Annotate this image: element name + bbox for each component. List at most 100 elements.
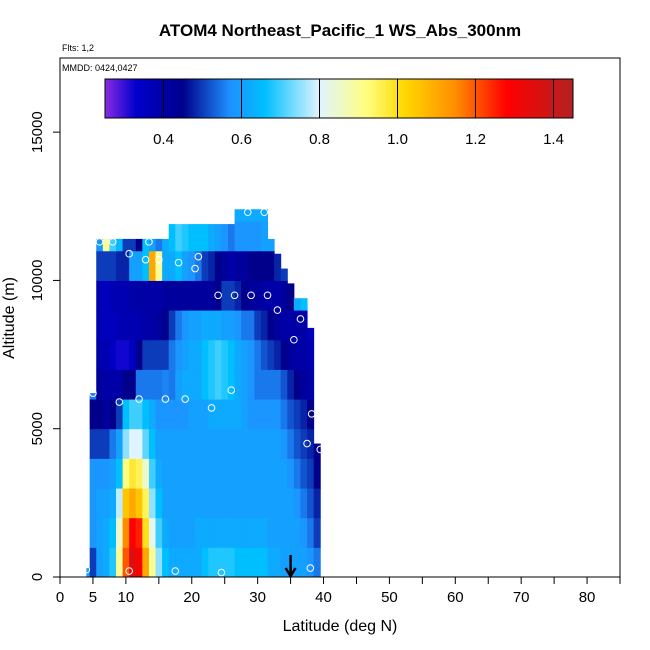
sample-point: [194, 252, 203, 261]
heatmap-cell: [221, 280, 229, 311]
heatmap-cell: [287, 339, 295, 370]
heatmap-cell: [109, 547, 117, 578]
heatmap-cell: [254, 250, 262, 281]
heatmap-cell: [116, 428, 124, 459]
heatmap-cell: [228, 399, 236, 430]
heatmap-cell: [201, 369, 209, 400]
heatmap-cell: [181, 310, 189, 341]
heatmap-cell: [221, 547, 229, 578]
heatmap-cell: [254, 399, 262, 430]
heatmap-cell: [122, 547, 130, 578]
heatmap-cell: [307, 339, 315, 370]
heatmap-cell: [208, 280, 216, 311]
heatmap-cell: [201, 280, 209, 311]
heatmap-cell: [260, 488, 269, 519]
heatmap-cell: [280, 458, 288, 489]
heatmap-cell: [195, 399, 203, 430]
heatmap-cell: [142, 339, 150, 370]
sample-point: [214, 291, 222, 300]
heatmap-cell: [234, 399, 242, 430]
sample-point: [230, 291, 239, 300]
colorbar: 0.4 0.6 0.8 1.0 1.2 1.4: [104, 78, 574, 148]
heatmap-cell: [181, 250, 189, 281]
heatmap-cell: [247, 458, 255, 489]
heatmap-cell: [307, 369, 315, 400]
heatmap-cell: [96, 428, 104, 459]
sample-point: [296, 315, 305, 323]
sample-point: [181, 395, 189, 403]
heatmap-cell: [102, 428, 110, 459]
heatmap-cell: [228, 428, 236, 459]
heatmap-cell: [148, 547, 157, 578]
heatmap-cell: [122, 250, 130, 281]
heatmap-cell: [260, 310, 269, 341]
heatmap-cell: [109, 339, 117, 370]
heatmap-cell: [293, 310, 301, 341]
y-tick-label: 0: [29, 573, 46, 581]
sample-point: [290, 335, 298, 344]
heatmap-cell: [247, 428, 255, 459]
x-tick-label: 30: [249, 589, 266, 606]
heatmap-cell: [135, 428, 143, 459]
heatmap-cell: [247, 517, 255, 548]
arrow-head: [284, 567, 297, 579]
y-tick-label: 15000: [29, 111, 46, 153]
heatmap-cell: [300, 298, 308, 311]
heatmap-cell: [116, 458, 124, 489]
heatmap-cell: [307, 547, 315, 578]
heatmap-cell: [168, 517, 176, 548]
heatmap-cell: [201, 547, 209, 578]
heatmap-cell: [247, 399, 255, 430]
heatmap-cell: [221, 428, 229, 459]
heatmap-cell: [116, 547, 124, 578]
heatmap-cell: [175, 488, 183, 519]
x-tick-label: 60: [447, 589, 464, 606]
heatmap-cell: [274, 369, 282, 400]
heatmap-cell: [221, 458, 229, 489]
heatmap-cell: [267, 399, 275, 430]
heatmap-cell: [142, 280, 150, 311]
heatmap-cell: [122, 310, 130, 341]
heatmap-cell: [247, 369, 255, 400]
heatmap-cell: [208, 547, 216, 578]
heatmap-cells: [86, 209, 321, 578]
heatmap-cell: [89, 547, 97, 578]
heatmap-cell: [241, 517, 249, 548]
heatmap-cell: [122, 280, 130, 311]
heatmap-cell: [175, 458, 183, 489]
heatmap-cell: [287, 369, 295, 400]
heatmap-cell: [129, 399, 137, 430]
heatmap-cell: [201, 428, 209, 459]
heatmap-cell: [109, 280, 117, 311]
heatmap-cell: [162, 310, 170, 341]
sample-point: [307, 410, 316, 418]
sample-point: [135, 395, 143, 403]
heatmap-cell: [247, 280, 255, 311]
heatmap-cell: [181, 339, 189, 370]
heatmap-cell: [89, 517, 97, 548]
heatmap-cell: [260, 517, 269, 548]
heatmap-cell: [287, 428, 295, 459]
heatmap-cell: [241, 221, 249, 252]
heatmap-cell: [181, 428, 189, 459]
heatmap-cell: [234, 428, 242, 459]
heatmap-cell: [300, 517, 308, 548]
heatmap-cell: [228, 339, 236, 370]
colorbar-gradient: [104, 78, 574, 119]
heatmap-cell: [102, 517, 110, 548]
heatmap-cell: [280, 280, 288, 311]
heatmap-cell: [142, 369, 150, 400]
heatmap-cell: [241, 488, 249, 519]
heatmap-cell: [175, 339, 183, 370]
heatmap-cell: [102, 310, 110, 341]
heatmap-cell: [168, 339, 176, 370]
sample-point: [145, 238, 153, 246]
heatmap-cell: [122, 458, 130, 489]
heatmap-cell: [129, 369, 137, 400]
heatmap-cell: [175, 517, 183, 548]
heatmap-cell: [293, 517, 301, 548]
heatmap-cell: [129, 310, 137, 341]
heatmap-cell: [201, 339, 209, 370]
heatmap-cell: [168, 428, 176, 459]
heatmap-cell: [116, 369, 124, 400]
